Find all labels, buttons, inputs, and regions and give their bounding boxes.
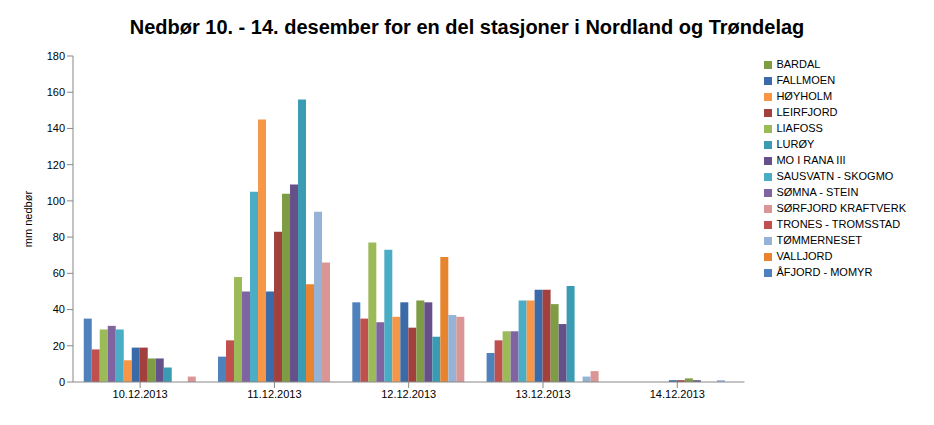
svg-text:60: 60: [53, 267, 65, 279]
html-text:ÅFJORD - MOMYR: ÅFJORD - MOMYR: [776, 266, 873, 278]
svg-text:14.12.2013: 14.12.2013: [650, 388, 705, 400]
html-text:SAUSVATN - SKOGMO: SAUSVATN - SKOGMO: [776, 170, 894, 182]
html-text:LIAFOSS: LIAFOSS: [776, 122, 823, 134]
svg-text:80: 80: [53, 231, 65, 243]
svg-text:11.12.2013: 11.12.2013: [247, 388, 301, 400]
svg-text:13.12.2013: 13.12.2013: [515, 388, 570, 400]
svg-text:12.12.2013: 12.12.2013: [381, 388, 436, 400]
html-text:Nedbør 10. - 14. desember for: Nedbør 10. - 14. desember for en del sta…: [129, 16, 805, 38]
html-text:TØMMERNESET: TØMMERNESET: [776, 234, 862, 246]
svg-text:100: 100: [47, 195, 65, 207]
svg-text:mm nedbør: mm nedbør: [22, 191, 34, 248]
html-text:SØRFJORD KRAFTVERK: SØRFJORD KRAFTVERK: [776, 202, 906, 214]
html-text:LEIRFJORD: LEIRFJORD: [776, 106, 838, 118]
html-text:VALLJORD: VALLJORD: [776, 250, 833, 262]
html-text:SØMNA - STEIN: SØMNA - STEIN: [776, 186, 859, 198]
html-text:FALLMOEN: FALLMOEN: [776, 74, 836, 86]
svg-text:10.12.2013: 10.12.2013: [113, 388, 168, 400]
svg-text:160: 160: [47, 86, 65, 98]
svg-text:20: 20: [53, 340, 65, 352]
html-text:BARDAL: BARDAL: [776, 58, 821, 70]
svg-text:140: 140: [47, 122, 65, 134]
html-text:HØYHOLM: HØYHOLM: [776, 90, 832, 102]
html-text:TRONES - TROMSSTAD: TRONES - TROMSSTAD: [776, 218, 901, 230]
svg-text:120: 120: [47, 159, 65, 171]
html-text:MO I RANA III: MO I RANA III: [776, 154, 846, 166]
svg-text:40: 40: [53, 303, 65, 315]
html-text:LURØY: LURØY: [776, 138, 815, 150]
svg-text:180: 180: [47, 50, 65, 62]
svg-text:0: 0: [59, 376, 65, 388]
